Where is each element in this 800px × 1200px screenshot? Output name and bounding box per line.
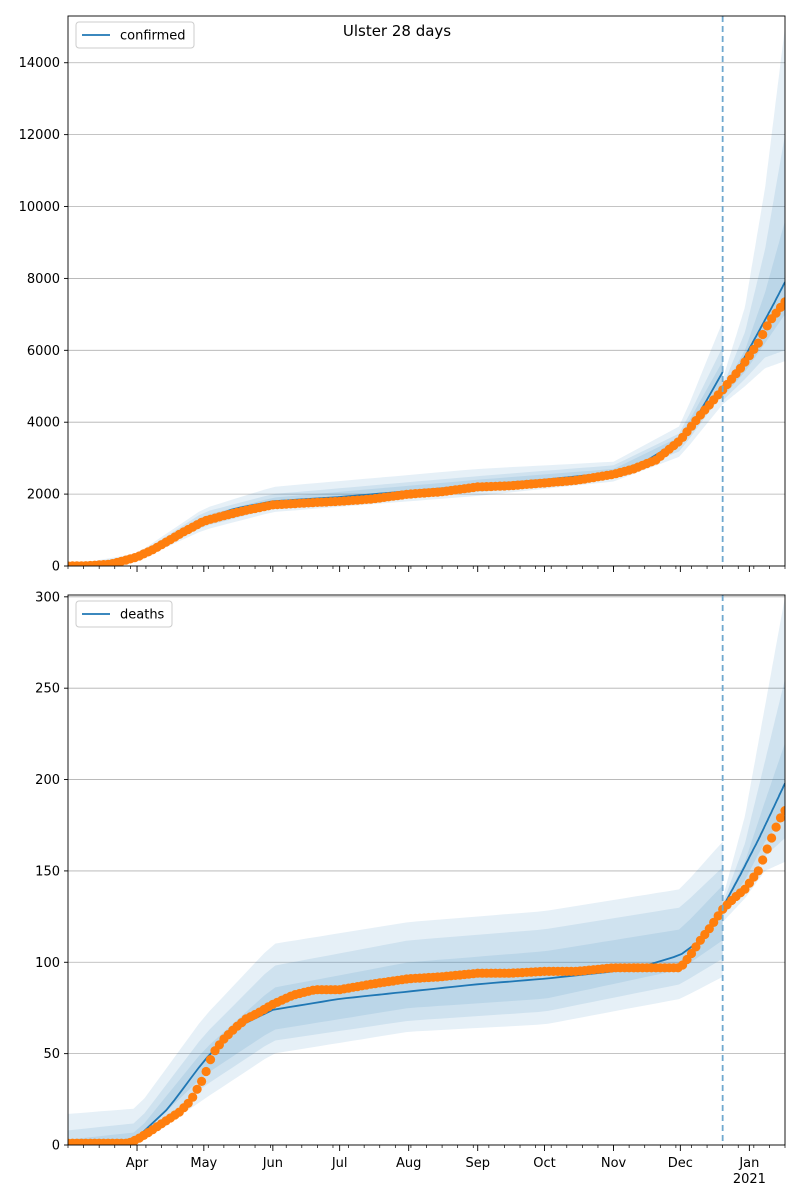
legend-label: confirmed — [120, 29, 186, 44]
uncertainty-band-forecast-1 — [722, 26, 785, 405]
model-forecast-line — [721, 782, 785, 908]
xtick-label: Aug — [396, 1156, 421, 1171]
ytick-label: 14000 — [19, 56, 60, 71]
ytick-label: 200 — [35, 773, 60, 788]
ytick-label: 0 — [52, 560, 60, 575]
ytick-label: 0 — [52, 1139, 60, 1154]
xtick-label: Apr — [126, 1156, 149, 1171]
xtick-label: Jan — [738, 1156, 759, 1171]
xtick-label: Jun — [262, 1156, 283, 1171]
observed-point — [767, 833, 777, 843]
observed-point — [758, 855, 768, 865]
ytick-label: 250 — [35, 682, 60, 697]
ytick-label: 6000 — [27, 344, 60, 359]
observed-point — [686, 948, 697, 959]
ytick-label: 10000 — [19, 200, 60, 215]
legend: confirmed — [75, 21, 195, 49]
xtick-label: Sep — [465, 1156, 490, 1171]
uncertainty-band-forecast-2 — [722, 679, 785, 917]
xtick-label: May — [190, 1156, 217, 1171]
ytick-label: 2000 — [27, 488, 60, 503]
figure-title: Ulster 28 days — [343, 22, 451, 40]
ytick-label: 50 — [43, 1047, 60, 1062]
observed-point — [771, 822, 781, 832]
plot-area — [68, 596, 785, 1145]
observed-point — [780, 297, 785, 307]
uncertainty-band-fit-3 — [68, 885, 723, 1145]
ytick-label: 300 — [35, 590, 60, 605]
legend-box — [75, 21, 195, 49]
plot-area — [68, 26, 785, 566]
observed-point — [192, 1084, 202, 1094]
observed-point — [758, 329, 768, 340]
ytick-label: 150 — [35, 864, 60, 879]
xtick-label: Nov — [601, 1156, 627, 1171]
uncertainty-band-fit-2 — [68, 867, 723, 1145]
xtick-label: 2021 — [733, 1172, 766, 1187]
observed-point — [188, 1092, 198, 1102]
observed-point — [753, 866, 763, 876]
observed-point — [775, 813, 785, 823]
observed-point — [780, 806, 785, 816]
xtick-label: Dec — [668, 1156, 693, 1171]
xtick-label: Oct — [533, 1156, 555, 1171]
observed-point — [201, 1066, 211, 1077]
uncertainty-band-fit-1 — [68, 321, 723, 566]
legend-label: deaths — [120, 608, 165, 623]
observed-point — [762, 321, 772, 331]
observed-point — [691, 942, 701, 952]
legend-box — [75, 600, 173, 628]
observed-point — [197, 1076, 207, 1086]
uncertainty-band-forecast-2 — [722, 134, 785, 401]
observed-point — [713, 911, 723, 921]
ytick-label: 100 — [35, 956, 60, 971]
legend: deaths — [75, 600, 173, 628]
observed-point — [709, 917, 719, 928]
ytick-label: 8000 — [27, 272, 60, 287]
panel-deaths: 0 50 100 150 200 250 300 Apr May Jun Jul Aug Sep Oct N… — [35, 590, 786, 1187]
panel-confirmed: 0 2000 4000 6000 8000 10000 12000 14000 confirme… — [19, 15, 786, 575]
observed-point — [753, 338, 763, 348]
xtick-label: Jul — [331, 1156, 348, 1171]
observed-point — [205, 1055, 216, 1065]
observed-point — [762, 844, 772, 854]
ytick-label: 12000 — [19, 128, 60, 143]
ytick-label: 4000 — [27, 416, 60, 431]
